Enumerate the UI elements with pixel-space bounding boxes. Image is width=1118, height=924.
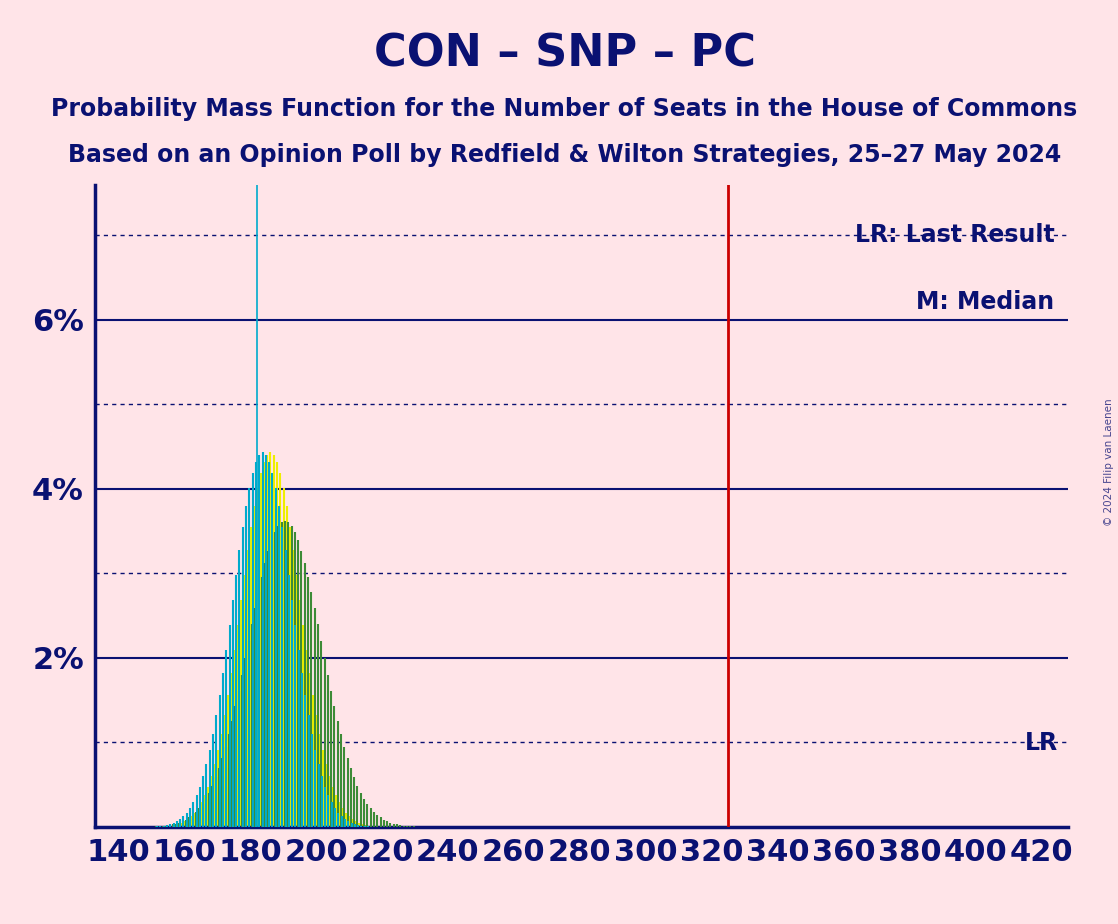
Text: LR: Last Result: LR: Last Result	[855, 223, 1054, 247]
Text: Probability Mass Function for the Number of Seats in the House of Commons: Probability Mass Function for the Number…	[51, 97, 1078, 121]
Text: © 2024 Filip van Laenen: © 2024 Filip van Laenen	[1105, 398, 1114, 526]
Text: LR: LR	[1025, 731, 1058, 755]
Text: M: Median: M: Median	[917, 290, 1054, 314]
Text: CON – SNP – PC: CON – SNP – PC	[373, 32, 756, 76]
Text: Based on an Opinion Poll by Redfield & Wilton Strategies, 25–27 May 2024: Based on an Opinion Poll by Redfield & W…	[68, 143, 1061, 167]
